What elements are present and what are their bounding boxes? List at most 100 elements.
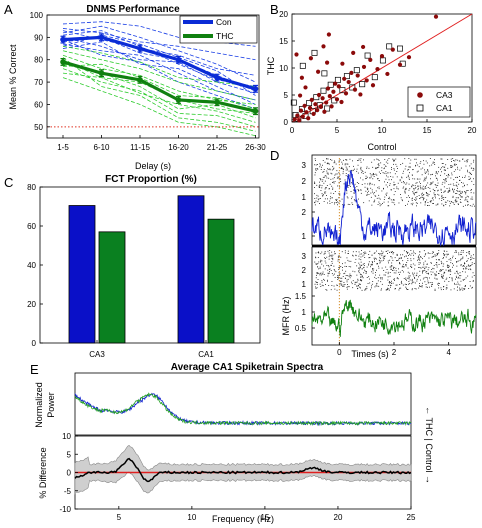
raster-spike xyxy=(439,270,441,272)
raster-spike xyxy=(451,278,453,280)
panel-b-letter: B xyxy=(270,2,279,17)
raster-spike xyxy=(325,258,326,259)
raster-spike xyxy=(387,159,389,161)
raster-spike xyxy=(371,161,373,163)
raster-spike xyxy=(327,163,329,165)
raster-spike xyxy=(371,264,373,266)
raster-spike xyxy=(342,286,344,287)
raster-row-label: 2 xyxy=(302,266,307,275)
raster-spike xyxy=(375,190,377,192)
raster-spike xyxy=(333,285,335,287)
raster-spike xyxy=(413,275,415,277)
raster-spike xyxy=(346,281,348,283)
raster-spike xyxy=(470,177,471,179)
raster-spike xyxy=(432,181,434,183)
raster-spike xyxy=(380,204,382,206)
y-tick-label: 70 xyxy=(34,78,43,87)
raster-spike xyxy=(329,255,331,257)
raster-spike xyxy=(436,254,438,256)
raster-spike xyxy=(342,168,344,170)
raster-spike xyxy=(396,176,398,178)
data-point-con xyxy=(60,36,66,43)
raster-spike xyxy=(457,203,459,205)
raster-spike xyxy=(407,267,409,269)
raster-spike xyxy=(420,202,422,204)
raster-spike xyxy=(426,273,428,274)
raster-spike xyxy=(372,262,373,263)
raster-spike xyxy=(401,199,403,201)
raster-spike xyxy=(443,179,445,180)
raster-spike xyxy=(413,258,415,260)
raster-spike xyxy=(381,255,383,257)
raster-spike xyxy=(466,260,468,262)
raster-spike xyxy=(462,257,464,259)
raster-spike xyxy=(378,285,380,287)
raster-spike xyxy=(341,167,342,169)
raster-spike xyxy=(398,259,400,261)
raster-spike xyxy=(341,161,343,163)
spectrum-thc xyxy=(74,392,411,427)
raster-spike xyxy=(317,282,318,284)
raster-spike xyxy=(466,201,468,202)
raster-spike xyxy=(457,168,459,170)
raster-spike xyxy=(452,266,453,268)
raster-spike xyxy=(319,163,321,165)
raster-spike xyxy=(387,182,388,183)
raster-spike xyxy=(356,281,358,283)
raster-spike xyxy=(434,254,436,256)
ca3-point xyxy=(294,52,299,57)
raster-spike xyxy=(449,258,451,259)
raster-spike xyxy=(392,282,394,284)
raster-spike xyxy=(379,262,381,264)
raster-spike xyxy=(443,257,444,258)
raster-spike xyxy=(406,279,407,281)
raster-spike xyxy=(440,289,442,291)
data-point-thc xyxy=(252,108,259,114)
raster-spike xyxy=(455,177,457,178)
raster-spike xyxy=(463,288,465,289)
raster-spike xyxy=(379,205,381,207)
raster-spike xyxy=(381,190,383,192)
raster-spike xyxy=(438,259,440,261)
raster-spike xyxy=(329,168,331,170)
raster-spike xyxy=(448,270,450,272)
raster-spike xyxy=(328,256,330,258)
raster-spike xyxy=(362,173,364,174)
raster-spike xyxy=(418,166,420,168)
raster-spike xyxy=(393,184,395,185)
raster-spike xyxy=(425,187,427,189)
raster-spike xyxy=(351,196,353,198)
raster-spike xyxy=(331,256,333,258)
raster-spike xyxy=(381,253,383,255)
raster-spike xyxy=(412,204,413,206)
raster-spike xyxy=(469,165,471,167)
raster-spike xyxy=(461,258,463,260)
raster-spike xyxy=(414,188,416,189)
raster-spike xyxy=(331,185,333,187)
raster-spike xyxy=(420,267,422,269)
raster-spike xyxy=(366,177,367,179)
raster-spike xyxy=(417,170,419,172)
raster-spike xyxy=(358,204,359,206)
raster-spike xyxy=(347,163,349,165)
raster-spike xyxy=(411,267,413,268)
raster-spike xyxy=(422,188,424,190)
raster-spike xyxy=(317,199,319,201)
raster-spike xyxy=(381,260,383,262)
raster-spike xyxy=(383,199,385,200)
raster-spike xyxy=(383,270,385,271)
raster-spike xyxy=(428,282,430,284)
raster-spike xyxy=(400,254,401,256)
raster-spike xyxy=(462,250,464,252)
raster-spike xyxy=(369,282,371,284)
raster-spike xyxy=(443,190,445,192)
raster-spike xyxy=(447,270,449,272)
raster-row-label: 1 xyxy=(302,280,307,289)
raster-spike xyxy=(429,253,431,254)
raster-spike xyxy=(332,188,334,190)
raster-spike xyxy=(384,196,386,198)
raster-spike xyxy=(456,283,458,285)
raster-spike xyxy=(331,264,332,266)
raster-spike xyxy=(375,285,377,287)
raster-spike xyxy=(337,275,339,277)
